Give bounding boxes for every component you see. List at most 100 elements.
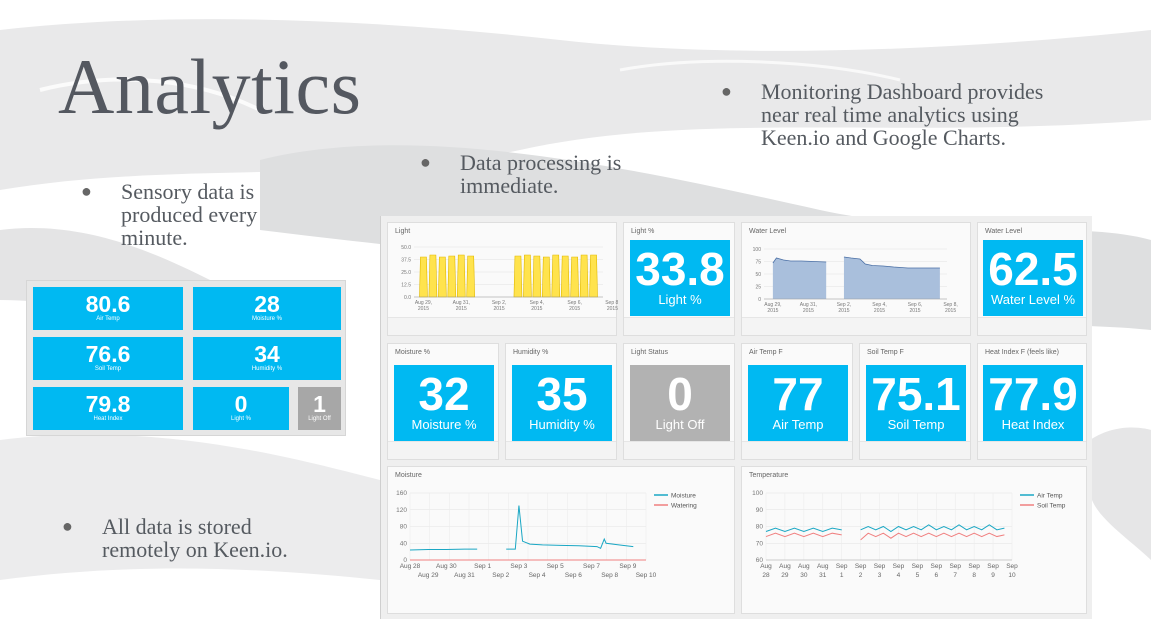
x-tick-label: Sep 5 bbox=[547, 563, 564, 570]
x-tick-label: Aug bbox=[817, 563, 829, 570]
tile-label: Light Off bbox=[308, 416, 331, 422]
x-tick-label-secondary: Sep 10 bbox=[636, 572, 657, 579]
y-tick-label: 50 bbox=[755, 272, 761, 278]
card-moisture-percent: Moisture % 32 Moisture % bbox=[387, 343, 499, 460]
water-level-area bbox=[843, 257, 940, 299]
card-footer bbox=[506, 441, 616, 459]
card-title: Water Level bbox=[749, 228, 787, 235]
y-tick-label: 60 bbox=[756, 557, 764, 564]
card-heat-index: Heat Index F (feels like) 77.9 Heat Inde… bbox=[977, 343, 1087, 460]
card-footer bbox=[978, 441, 1086, 459]
x-tick-label-year: 2015 bbox=[909, 308, 920, 314]
x-tick-label-secondary: Sep 6 bbox=[565, 572, 582, 579]
x-tick-label-day: 31 bbox=[819, 572, 827, 579]
x-tick-label: Sep bbox=[912, 563, 924, 570]
x-tick-label: Sep bbox=[931, 563, 943, 570]
light-peak-area bbox=[551, 254, 561, 298]
light-peak-area bbox=[589, 254, 598, 298]
card-footer bbox=[978, 317, 1086, 335]
series-line-moisture bbox=[506, 505, 634, 550]
card-water-level: Water Level 62.5 Water Level % bbox=[977, 222, 1087, 336]
tile-humidity: 35 Humidity % bbox=[512, 365, 612, 441]
y-tick-label: 70 bbox=[756, 540, 764, 547]
y-tick-label: 80 bbox=[400, 524, 408, 531]
x-tick-label: Sep 6, bbox=[908, 302, 922, 308]
tile-label: Humidity % bbox=[529, 417, 595, 432]
mini-tile-light-off: 1 Light Off bbox=[298, 387, 341, 430]
card-title: Light % bbox=[631, 228, 655, 235]
series-line-moisture bbox=[409, 548, 478, 551]
tile-label: Light Off bbox=[655, 417, 705, 432]
light-peak-area bbox=[447, 255, 457, 298]
y-tick-label: 0 bbox=[758, 297, 761, 303]
card-title: Temperature bbox=[749, 472, 789, 479]
x-tick-label-day: 6 bbox=[934, 572, 938, 579]
tile-value: 34 bbox=[254, 341, 280, 367]
tile-value: 32 bbox=[418, 368, 470, 420]
mini-status-panel: 80.6 Air Temp 28 Moisture % 76.6 Soil Te… bbox=[26, 280, 346, 436]
tile-soil-temp: 75.1 Soil Temp bbox=[866, 365, 966, 441]
x-tick-label-year: 2015 bbox=[531, 306, 542, 312]
card-footer bbox=[624, 441, 734, 459]
x-tick-label: Sep bbox=[855, 563, 867, 570]
x-tick-label: Aug bbox=[760, 563, 772, 570]
tile-label: Heat Index bbox=[1001, 417, 1065, 432]
x-tick-label-day: 8 bbox=[972, 572, 976, 579]
x-tick-label-day: 4 bbox=[897, 572, 901, 579]
light-peak-area bbox=[523, 254, 532, 298]
tile-label: Water Level % bbox=[990, 292, 1076, 307]
tile-light-status: 0 Light Off bbox=[630, 365, 730, 441]
card-temperature-chart: Temperature 100 90 80 70 60 Air Temp Soil Temp… bbox=[741, 466, 1087, 614]
x-tick-label: Sep bbox=[874, 563, 886, 570]
card-air-temp: Air Temp F 77 Air Temp bbox=[741, 343, 853, 460]
card-title: Humidity % bbox=[513, 349, 549, 356]
moisture-line-chart: 160 120 80 40 0 Moisture Watering Aug 28 Aug 30 S… bbox=[396, 490, 697, 579]
tile-value: 79.8 bbox=[85, 391, 131, 417]
mini-tile-moisture: 28 Moisture % bbox=[193, 287, 341, 330]
mini-tile-light: 0 Light % bbox=[193, 387, 289, 430]
card-footer bbox=[742, 317, 970, 335]
bullet-text: Monitoring Dashboard provides near real … bbox=[761, 79, 1044, 150]
y-tick-label: 40 bbox=[400, 540, 408, 547]
water-level-line bbox=[772, 257, 827, 264]
x-tick-label: Sep 7 bbox=[583, 563, 600, 570]
y-tick-label: 37.5 bbox=[401, 258, 411, 264]
light-peak-area bbox=[570, 256, 579, 298]
light-peak-area bbox=[541, 256, 551, 298]
series-line-air-temp bbox=[765, 527, 842, 533]
x-tick-label: Sep 2, bbox=[837, 302, 851, 308]
x-tick-label: Sep bbox=[1006, 563, 1018, 570]
bullet-text: All data is stored remotely on Keen.io. bbox=[102, 514, 288, 562]
card-title: Moisture bbox=[395, 472, 422, 479]
y-tick-label: 90 bbox=[756, 507, 764, 514]
bullet-text: Data processing is immediate. bbox=[460, 150, 622, 198]
bullet-point-icon: ● bbox=[420, 152, 431, 172]
tile-value: 80.6 bbox=[85, 291, 131, 317]
card-title: Light Status bbox=[631, 349, 668, 356]
bullet-point-icon: ● bbox=[62, 516, 73, 536]
y-tick-label: 25 bbox=[755, 285, 761, 291]
x-tick-label: Aug 29, bbox=[764, 302, 781, 308]
x-tick-label: Sep 3 bbox=[510, 563, 527, 570]
tile-value: 35 bbox=[536, 368, 588, 420]
series-line-air-temp bbox=[860, 524, 1005, 533]
bullet-data-storage: ● All data is stored remotely on Keen.io… bbox=[62, 514, 342, 562]
tile-label: Light % bbox=[230, 416, 251, 422]
mini-tile-heat-index: 79.8 Heat Index bbox=[33, 387, 183, 430]
tile-label: Humidity % bbox=[251, 366, 283, 372]
tile-label: Soil Temp bbox=[94, 366, 122, 372]
card-title: Heat Index F (feels like) bbox=[985, 349, 1059, 356]
legend-label: Air Temp bbox=[1037, 493, 1063, 500]
card-footer bbox=[624, 317, 734, 335]
x-tick-label-secondary: Sep 4 bbox=[529, 572, 546, 579]
light-peak-area bbox=[419, 256, 428, 298]
x-tick-label: Sep 4, bbox=[872, 302, 886, 308]
x-tick-label: Sep 8, bbox=[605, 300, 618, 306]
water-level-line bbox=[843, 256, 940, 269]
y-tick-label: 100 bbox=[752, 490, 763, 497]
x-tick-label: Aug 31, bbox=[800, 302, 817, 308]
x-tick-label: Sep bbox=[987, 563, 999, 570]
y-tick-label: 120 bbox=[396, 507, 407, 514]
